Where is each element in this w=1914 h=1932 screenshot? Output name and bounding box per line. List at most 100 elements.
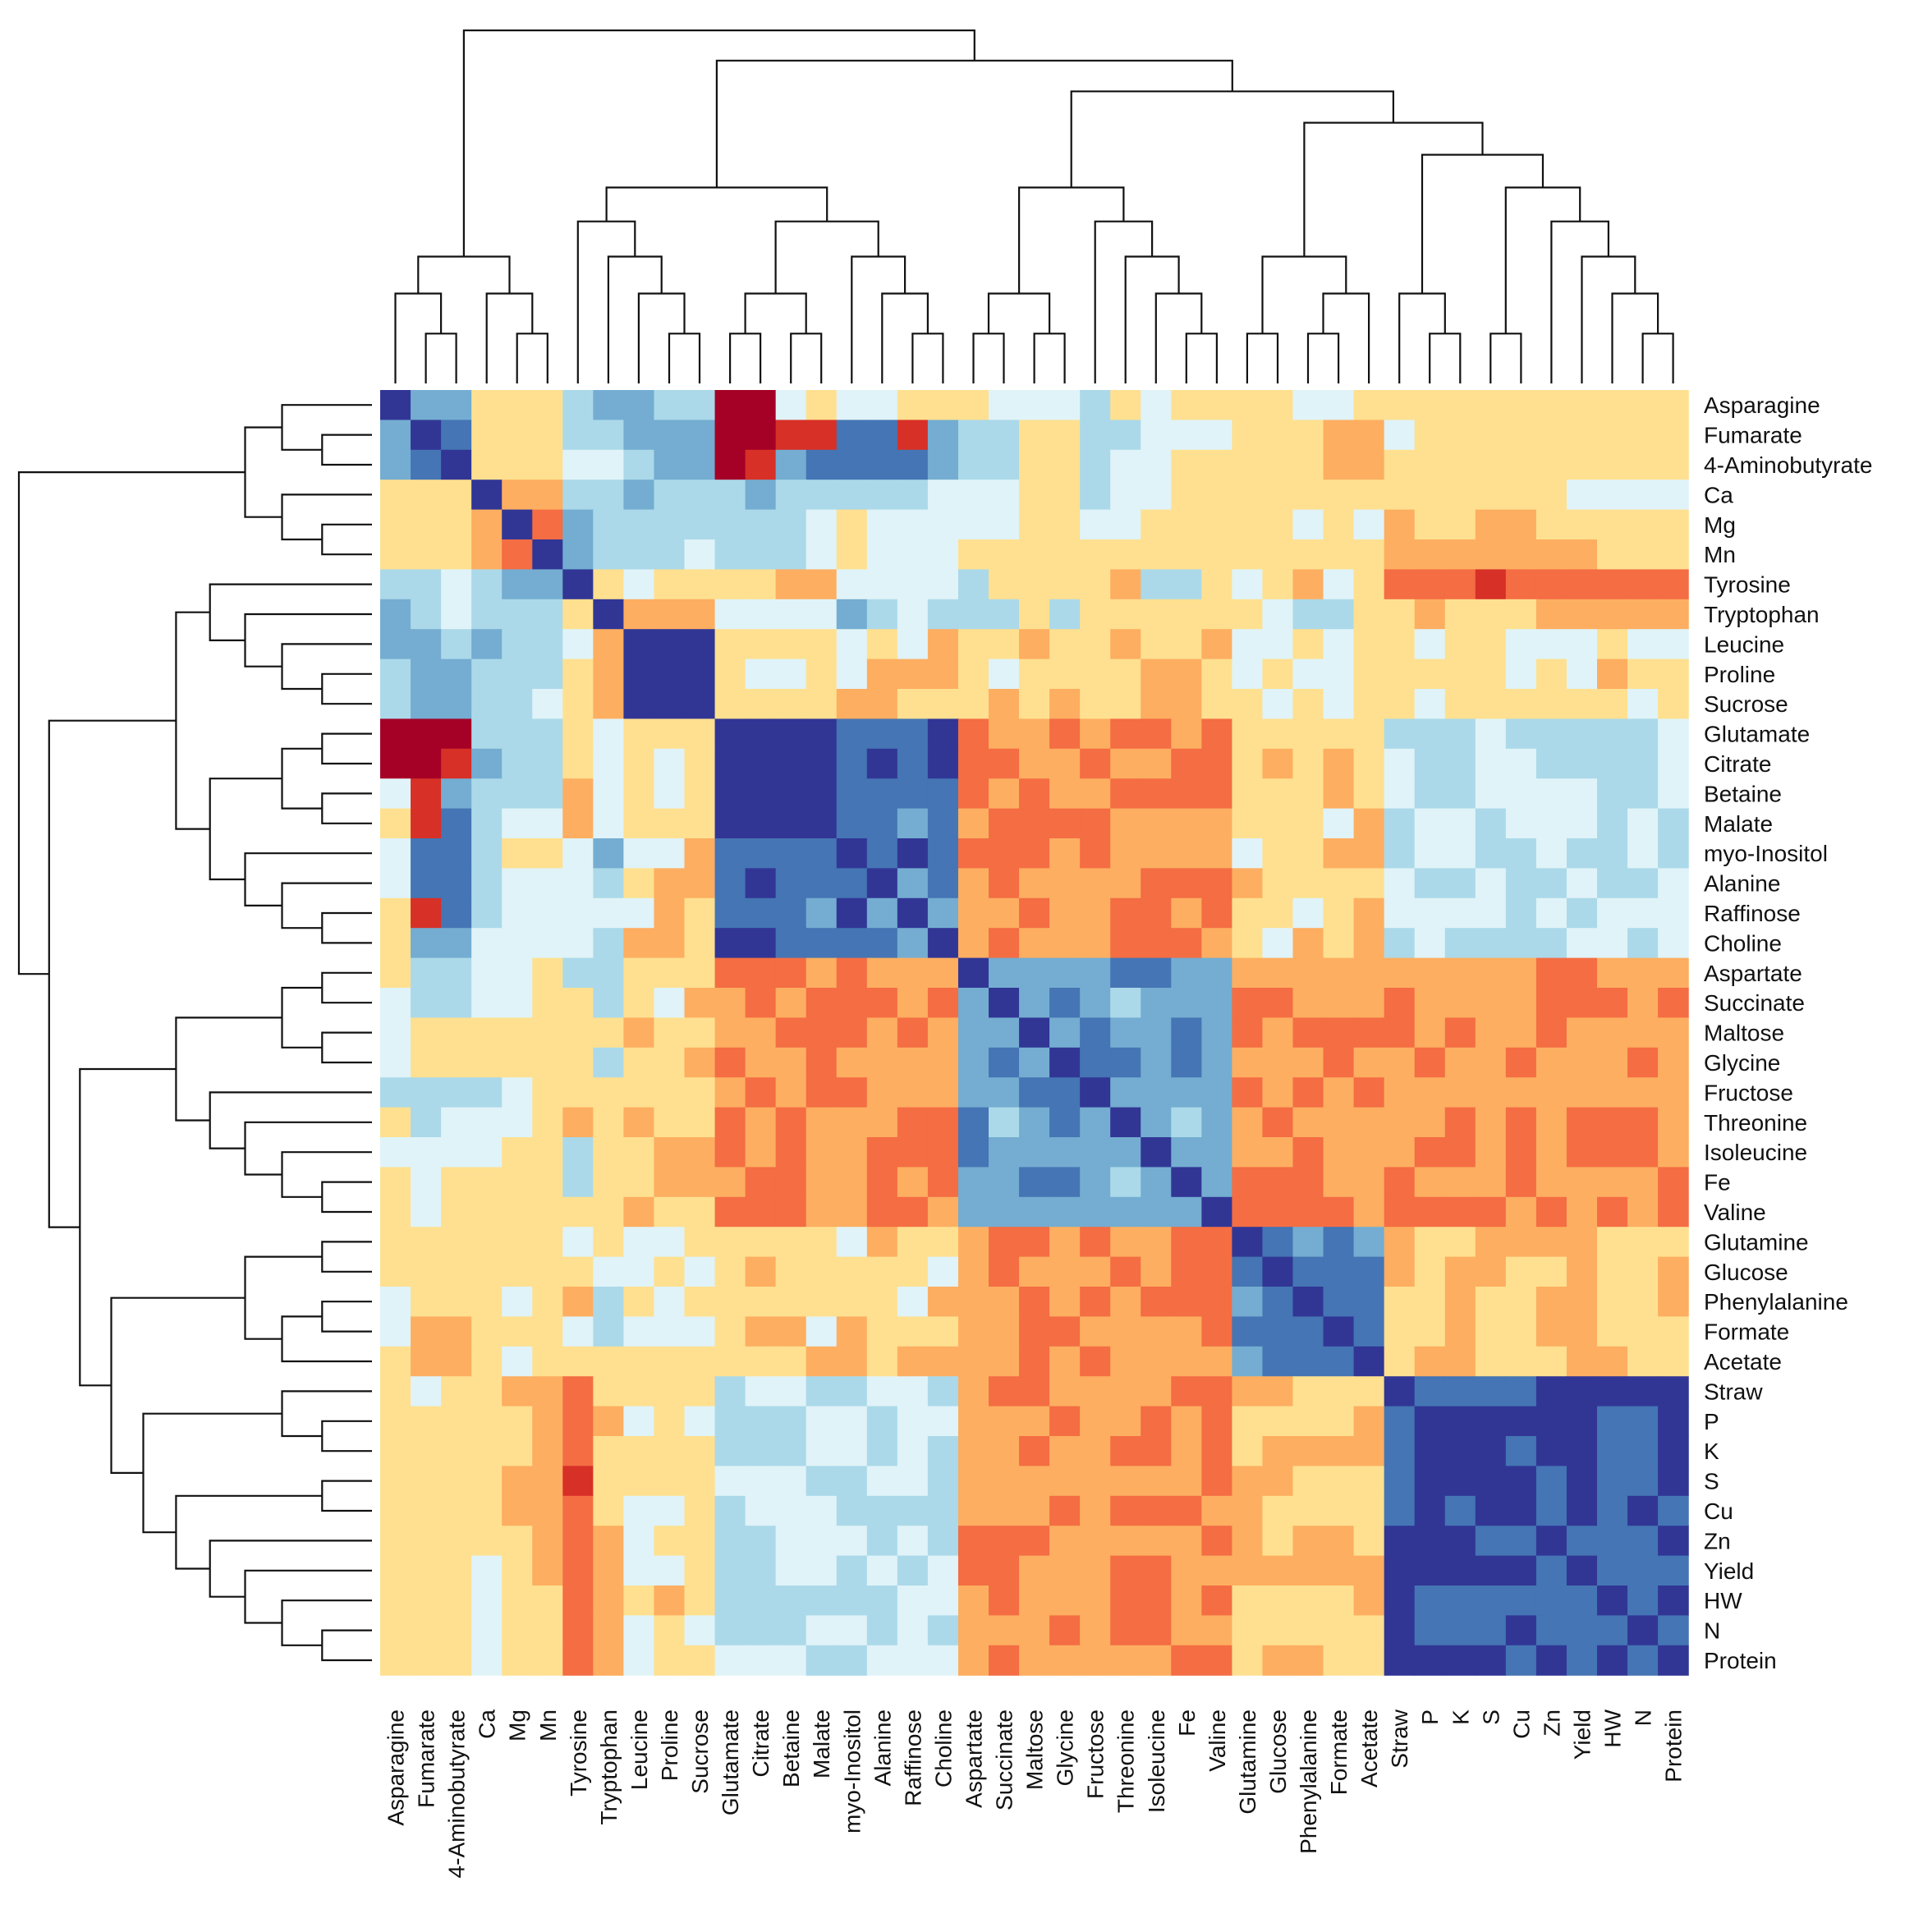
heatmap-cell [471,509,503,540]
column-label: Tyrosine [566,1709,591,1797]
heatmap-cell [1080,1137,1111,1168]
column-label: Succinate [992,1709,1017,1810]
heatmap-cell [1505,808,1537,839]
column-dendrogram-link [1070,90,1394,188]
heatmap-cell [1566,1167,1598,1198]
heatmap-cell [623,449,655,480]
heatmap-cell [775,449,807,480]
heatmap-cell [532,808,563,839]
heatmap-cell [1444,1196,1476,1228]
heatmap-cell [411,1196,442,1228]
heatmap-cell [1141,1376,1172,1407]
heatmap-cell [593,897,624,929]
heatmap-cell [1049,1586,1081,1616]
heatmap-cell [1232,957,1264,989]
heatmap-cell [836,1586,868,1616]
heatmap-cell [1049,1555,1081,1586]
heatmap-cell [1627,838,1659,869]
heatmap-cell [1627,659,1659,690]
heatmap-cell [1262,1227,1294,1258]
heatmap-cell [1414,509,1446,540]
heatmap-cell [1566,748,1598,779]
heatmap-cell [1414,599,1446,630]
heatmap-cell [441,988,472,1018]
heatmap-cell [1414,897,1446,929]
heatmap-cell [745,1526,777,1557]
heatmap-cell [562,1526,594,1557]
column-dendrogram-link [485,292,534,383]
heatmap-cell [1353,1436,1385,1466]
heatmap-cell [1292,390,1324,420]
heatmap-cell [714,1526,746,1557]
heatmap-cell [1444,1137,1476,1168]
heatmap-cell [562,599,594,630]
heatmap-cell [1141,1555,1172,1586]
heatmap-cell [1627,1227,1659,1258]
heatmap-cell [1323,1586,1355,1616]
heatmap-cell [927,1645,959,1676]
heatmap-cell [562,748,594,779]
heatmap-cell [1292,659,1324,690]
heatmap-cell [654,778,686,810]
heatmap-cell [1049,1526,1081,1557]
heatmap-cell [654,748,686,779]
heatmap-cell [989,1586,1020,1616]
heatmap-cell [562,1346,594,1377]
heatmap-cell [1019,988,1050,1018]
heatmap-cell [654,868,686,899]
column-label: Citrate [748,1709,773,1777]
heatmap-cell [1597,988,1628,1018]
heatmap-cell [1566,1047,1598,1078]
heatmap-cell [1019,480,1050,511]
heatmap-cell [1475,1645,1507,1676]
heatmap-cell [562,689,594,719]
row-label: myo-Inositol [1704,841,1828,866]
heatmap-cell [1019,928,1050,959]
heatmap-cell [806,569,838,600]
heatmap-cell [927,897,959,929]
heatmap-cell [806,868,838,899]
heatmap-cell [471,1495,503,1526]
heatmap-cell [502,599,533,630]
heatmap-cell [532,1077,563,1108]
heatmap-cell [806,1017,838,1049]
column-dendrogram-link [1489,333,1522,383]
heatmap-cell [502,1256,533,1287]
row-dendrogram-link [321,1301,372,1333]
row-dendrogram-link [281,404,372,451]
heatmap-cell [775,1466,807,1497]
heatmap-cell [1141,838,1172,869]
row-dendrogram-link [244,852,372,906]
heatmap-cell [1475,659,1507,690]
column-dendrogram-link [729,333,762,383]
heatmap-cell [897,1047,929,1078]
heatmap-cell [1414,1346,1446,1377]
heatmap-cell [1627,539,1659,570]
heatmap-cell [1232,1287,1264,1317]
heatmap-cell [745,1196,777,1228]
heatmap-cell [866,1047,898,1078]
heatmap-cell [1262,1017,1294,1049]
heatmap-cell [1627,1287,1659,1317]
heatmap-cell [593,1376,624,1407]
heatmap-cell [1627,1526,1659,1557]
heatmap-cell [836,1167,868,1198]
heatmap-cell [1566,808,1598,839]
heatmap-cell [1080,1346,1111,1377]
heatmap-cell [957,390,989,420]
heatmap-cell [957,1316,989,1347]
heatmap-cell [1627,599,1659,630]
heatmap-cell [1080,1316,1111,1347]
heatmap-cell [1658,1376,1689,1407]
heatmap-cell [806,1047,838,1078]
heatmap-cell [927,659,959,690]
heatmap-cell [957,689,989,719]
heatmap-cell [957,599,989,630]
heatmap-cell [1201,659,1232,690]
heatmap-cell [1597,689,1628,719]
heatmap-cell [684,1316,716,1347]
heatmap-cell [714,1196,746,1228]
heatmap-cell [1475,1526,1507,1557]
row-label: Tryptophan [1704,602,1820,627]
heatmap-cell [1141,539,1172,570]
